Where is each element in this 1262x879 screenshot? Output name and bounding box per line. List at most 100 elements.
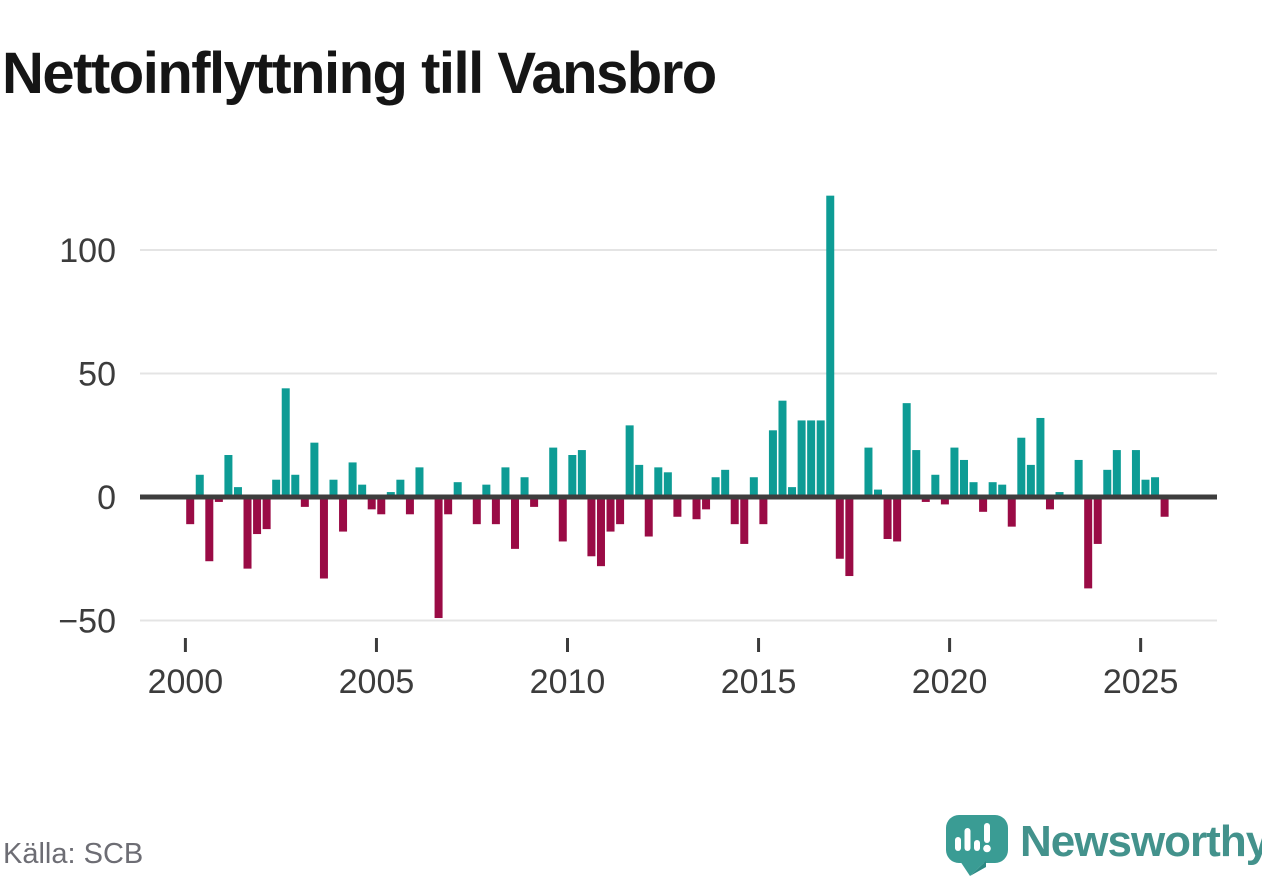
bar [998,484,1007,497]
bar [434,497,443,619]
bar [329,479,338,497]
bar [453,482,462,497]
bar [1026,464,1035,497]
bar [740,497,749,544]
bar [291,474,300,497]
bar [501,467,510,497]
bar [511,497,520,549]
bar [520,477,529,497]
source-note: Källa: SCB [3,838,144,870]
bar [558,497,567,542]
bar [759,497,768,525]
newsworthy-wordmark: Newsworthy [1020,817,1262,866]
bar [864,447,873,497]
bar [339,497,348,532]
bar [348,462,357,497]
bar [1151,477,1160,497]
bar [577,450,586,497]
bar [1160,497,1169,517]
bar [893,497,902,542]
bar [1036,417,1045,497]
y-tick-label: −50 [58,603,116,641]
bar [749,477,758,497]
bar [902,403,911,497]
bar [1074,459,1083,497]
bar [396,479,405,497]
bar [233,487,242,497]
bar [616,497,625,525]
bar [721,469,730,497]
y-tick-label: 0 [97,479,116,517]
bar [530,497,539,507]
bar [1131,450,1140,497]
bar [606,497,615,532]
bar [195,474,204,497]
x-tick-label: 2025 [1103,663,1179,701]
bar [625,425,634,497]
bar [272,479,281,497]
bar [845,497,854,577]
x-tick-label: 2000 [148,663,224,701]
bar [979,497,988,512]
bar [367,497,376,510]
bar [587,497,596,557]
bar [1112,450,1121,497]
bar [950,447,959,497]
bar [826,195,835,497]
bar [912,450,921,497]
bar [807,420,816,497]
x-tick-label: 2005 [339,663,415,701]
bar [959,459,968,497]
bar [224,455,233,497]
bar [692,497,701,520]
bar [253,497,262,535]
bar [969,482,978,497]
bar [730,497,739,525]
bar [768,430,777,497]
x-tick-label: 2010 [530,663,606,701]
bar [281,388,290,497]
bar [310,442,319,497]
bar [663,472,672,497]
bar [835,497,844,559]
newsworthy-logo-icon [946,815,1008,876]
x-tick-label: 2015 [721,663,797,701]
bar [319,497,328,579]
bar [1045,497,1054,510]
bar [491,497,500,525]
bar [797,420,806,497]
bar [1093,497,1102,544]
bar [1017,437,1026,497]
bar [596,497,605,567]
bar [549,447,558,497]
bar [377,497,386,515]
bar [1103,469,1112,497]
bar [568,455,577,497]
x-tick-label: 2020 [912,663,988,701]
bar [1084,497,1093,589]
bar [444,497,453,515]
bar [702,497,711,510]
bar [1141,479,1150,497]
bar [931,474,940,497]
y-tick-label: 100 [59,232,116,270]
bar [472,497,481,525]
bar [415,467,424,497]
bar [405,497,414,515]
bar [788,487,797,497]
bar [262,497,271,530]
bar [778,400,787,497]
bar [940,497,949,505]
bar [358,484,367,497]
bar [644,497,653,537]
bar [205,497,214,562]
bar [883,497,892,539]
chart-title: Nettoinflyttning till Vansbro [2,40,717,106]
bar [673,497,682,517]
bar [635,464,644,497]
bar [816,420,825,497]
bar [988,482,997,497]
y-tick-label: 50 [78,356,116,394]
bar [654,467,663,497]
